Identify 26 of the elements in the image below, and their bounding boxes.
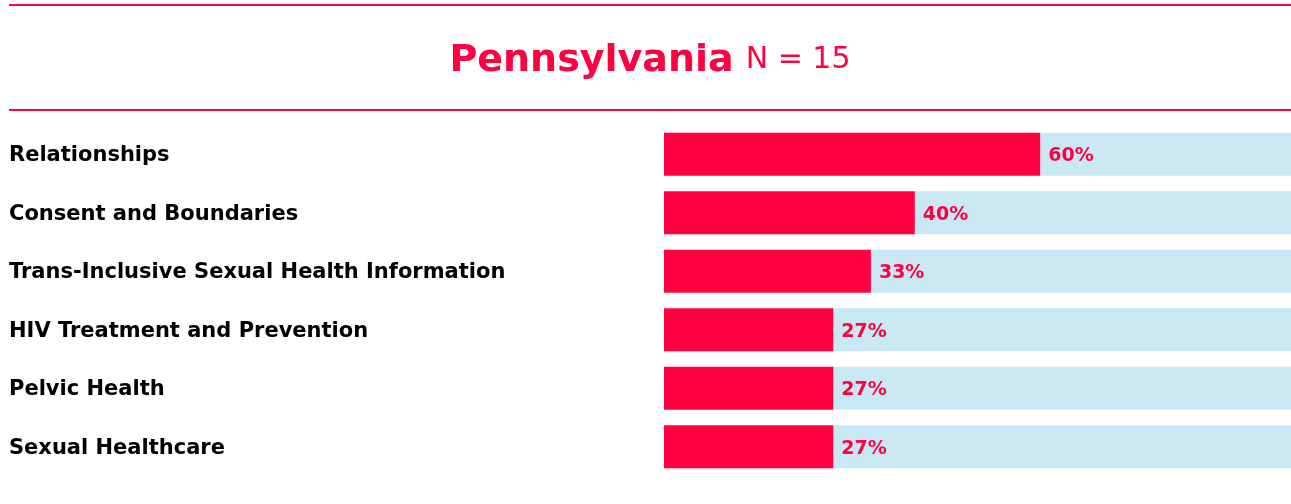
bar	[664, 425, 834, 469]
bar	[664, 191, 915, 235]
chart-subtitle: N = 15	[745, 40, 851, 75]
bar	[664, 132, 1041, 176]
data-label: 27%	[841, 435, 887, 458]
data-label: 33%	[878, 260, 925, 283]
bar	[1040, 132, 1291, 176]
y-tick-label: Pelvic Health	[9, 376, 165, 401]
bar	[870, 249, 1291, 293]
y-tick-label: Relationships	[9, 142, 170, 167]
data-label: 60%	[1048, 143, 1094, 166]
data-label: 27%	[841, 377, 887, 400]
data-label: 27%	[841, 318, 887, 341]
y-tick-label: Consent and Boundaries	[9, 200, 299, 225]
bar	[833, 366, 1291, 410]
bar	[664, 308, 834, 352]
bar	[833, 308, 1291, 352]
bar	[664, 366, 834, 410]
chart-title: Pennsylvania	[449, 35, 734, 80]
data-label: 40%	[922, 201, 969, 224]
bar	[914, 191, 1291, 235]
y-tick-label: HIV Treatment and Prevention	[9, 317, 369, 342]
y-tick-label: Trans-Inclusive Sexual Health Information	[9, 259, 506, 284]
y-tick-label: Sexual Healthcare	[9, 434, 225, 459]
bar	[664, 249, 871, 293]
bar	[833, 425, 1291, 469]
